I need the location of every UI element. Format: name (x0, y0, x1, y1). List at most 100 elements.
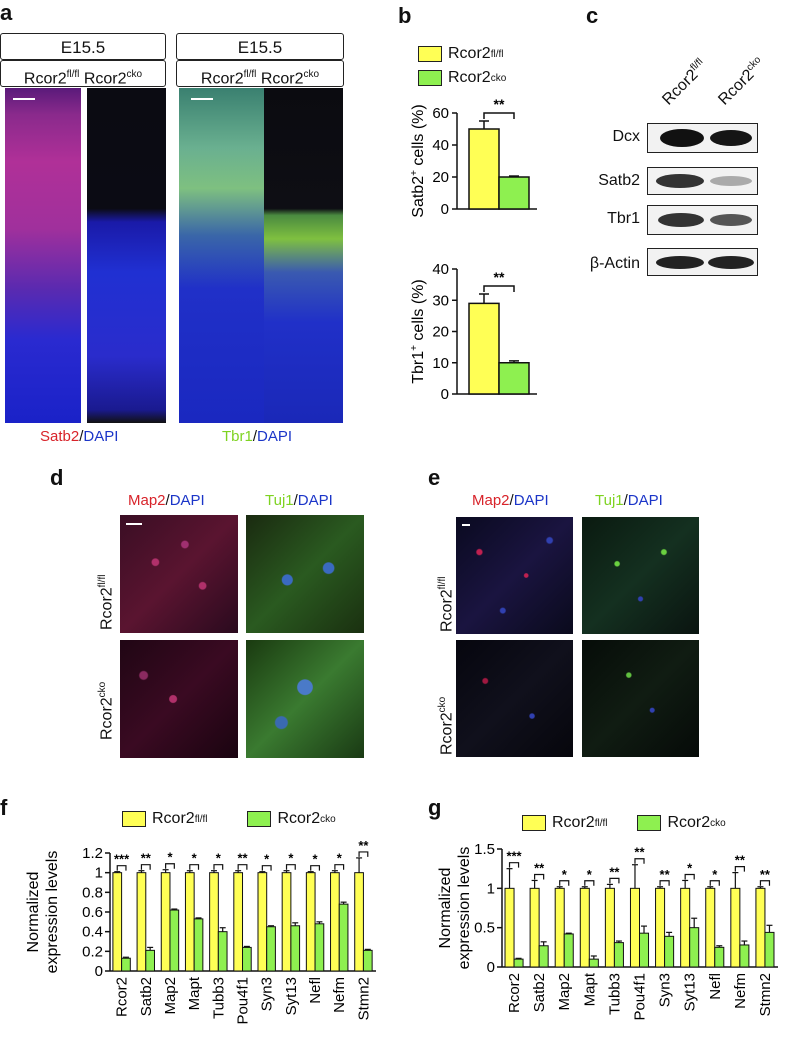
bar (730, 887, 741, 968)
significance-label: ** (141, 851, 152, 866)
bar (121, 957, 131, 972)
panel-label-a: a (0, 0, 13, 25)
y-tick-label: 60 (432, 105, 449, 122)
stain-marker: Map2 (472, 492, 510, 509)
stain-dapi: DAPI (513, 492, 549, 509)
stain-dapi: DAPI (257, 428, 293, 445)
significance-bracket (165, 863, 175, 869)
genotype-text: Rcor2 (83, 70, 127, 88)
y-tick-label: 0.5 (474, 920, 495, 937)
band (710, 130, 752, 146)
bar (579, 887, 590, 968)
y-tick-label: 0.8 (82, 884, 103, 901)
panel-label-f: f (0, 795, 8, 820)
significance-bracket (116, 865, 127, 871)
significance-bracket (483, 112, 515, 119)
genotype-sup: fl/fl (243, 69, 257, 80)
micrograph-d-map2-cko (120, 640, 238, 758)
stain-marker: Satb2 (40, 428, 80, 445)
panel-label-c: c (586, 3, 599, 28)
legend-swatch-cko (247, 811, 272, 827)
significance-label: ** (760, 867, 771, 882)
significance-bracket (334, 864, 345, 870)
y-tick-label: 20 (432, 169, 449, 186)
legend-item-flfl: Rcor2 fl/fl (418, 44, 506, 64)
significance-bracket (261, 865, 272, 871)
x-tick-label: Tubb3 (210, 977, 227, 1019)
bar (563, 933, 574, 968)
bar (513, 958, 524, 968)
row-label-cko: Rcor2cko (437, 697, 456, 755)
chart-g-expression: 00.511.5 ***Rcor2**Satb2*Map2*Mapt**Tubb3… (437, 841, 778, 1021)
stain-marker: Tbr1 (222, 428, 253, 445)
significance-label: *** (506, 849, 522, 864)
genotype-text: Rcor2 (200, 70, 244, 88)
significance-label: * (216, 851, 222, 866)
x-tick-label: Nefm (331, 977, 348, 1013)
genotype-header-right: Rcor2fl/fl Rcor2cko (176, 60, 344, 87)
blot-label-satb2: Satb2 (598, 172, 640, 189)
significance-bracket (534, 873, 545, 880)
significance-bracket (709, 880, 720, 886)
significance-label: * (192, 851, 198, 866)
bar (638, 932, 650, 968)
bar (281, 872, 292, 972)
significance-bracket (285, 864, 296, 870)
significance-bracket (310, 865, 321, 871)
bar (613, 942, 624, 968)
significance-label: ** (358, 838, 369, 853)
legend-sup: cko (320, 813, 336, 825)
significance-label: * (562, 867, 568, 882)
y-tick-label: 0.2 (82, 943, 103, 960)
stain-label-tbr1-dapi: Tbr1/DAPI (222, 428, 292, 445)
row-sup: cko (437, 696, 448, 713)
significance-label: * (337, 851, 343, 866)
chart-f-expression: 00.20.40.60.811.2 ***Rcor2**Satb2*Map2*Ma… (25, 838, 376, 1025)
significance-label: ** (534, 860, 545, 875)
stain-dapi: DAPI (169, 492, 205, 509)
significance-label: * (288, 851, 294, 866)
x-tick-label: Pou4f1 (235, 977, 252, 1025)
significance-bracket (237, 864, 248, 870)
bar (529, 887, 540, 968)
row-sup: fl/fl (437, 576, 448, 590)
genotype-text: Rcor2 (260, 70, 304, 88)
bar (498, 362, 530, 395)
legend-g: Rcor2 fl/fl Rcor2 cko (522, 814, 726, 832)
y-tick-label: 0 (487, 959, 495, 976)
bar (714, 946, 725, 968)
bar (290, 925, 301, 972)
bar (498, 176, 530, 210)
x-tick-label: Nefm (732, 973, 749, 1009)
genotype-sup: cko (126, 69, 143, 80)
legend-swatch-cko (637, 815, 662, 831)
legend-text: Rcor2 (552, 814, 595, 831)
y-tick-label: 0.6 (82, 904, 103, 921)
x-tick-label: Syt13 (283, 977, 300, 1015)
y-axis-label: Normalized expression levels (25, 851, 61, 974)
bar (145, 949, 155, 972)
legend-text: Rcor2 (448, 69, 491, 86)
bar (755, 887, 766, 968)
legend-sup: fl/fl (490, 48, 504, 60)
bar (314, 923, 325, 972)
significance-bracket (584, 880, 595, 886)
bar (739, 944, 750, 968)
x-tick-label: Stmn2 (757, 973, 774, 1016)
band (708, 256, 754, 269)
stain-sep: / (623, 492, 628, 509)
bar (538, 945, 549, 968)
y-tick-label: 40 (432, 261, 449, 278)
significance-bracket (734, 866, 745, 872)
y-tick-label: 30 (432, 292, 449, 309)
bar (184, 872, 195, 972)
genotype-sup: cko (303, 69, 320, 80)
age-header-left: E15.5 (0, 33, 166, 60)
y-tick-label: 20 (432, 324, 449, 341)
micrograph-tbr1-cko (264, 88, 343, 423)
x-tick-label: Rcor2 (114, 977, 131, 1017)
blot-tbr1 (647, 205, 758, 235)
row-sup: fl/fl (97, 574, 108, 588)
bar (655, 887, 666, 968)
bar (629, 887, 640, 968)
